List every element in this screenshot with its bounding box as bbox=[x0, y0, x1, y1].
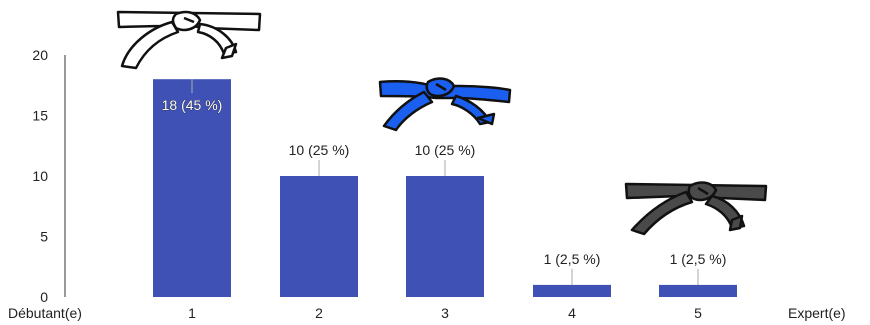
x-tick-label: 3 bbox=[441, 305, 449, 321]
y-tick-label: 15 bbox=[32, 108, 48, 124]
data-labels: 18 (45 %) 10 (25 %) 10 (25 %) 1 (2,5 %) 1 (2… bbox=[161, 79, 727, 285]
y-tick-label: 10 bbox=[32, 168, 48, 184]
y-tick-label: 0 bbox=[40, 289, 48, 305]
black-belt-icon bbox=[624, 181, 768, 236]
x-tick-label: 2 bbox=[315, 305, 323, 321]
data-label: 10 (25 %) bbox=[289, 142, 350, 158]
bar bbox=[406, 176, 484, 297]
bar bbox=[659, 284, 737, 297]
x-end-label: Expert(e) bbox=[788, 305, 846, 321]
bar bbox=[533, 284, 611, 297]
x-tick-label: 4 bbox=[568, 305, 576, 321]
data-label: 1 (2,5 %) bbox=[544, 251, 601, 267]
x-start-label: Débutant(e) bbox=[8, 305, 82, 321]
data-label: 1 (2,5 %) bbox=[670, 251, 727, 267]
y-tick-label: 5 bbox=[40, 229, 48, 245]
x-tick-label: 1 bbox=[188, 305, 196, 321]
blue-belt-icon bbox=[378, 77, 512, 132]
data-label: 18 (45 %) bbox=[162, 97, 223, 113]
bar bbox=[280, 176, 358, 297]
x-axis: Débutant(e) Expert(e) 1 2 3 4 5 bbox=[8, 305, 846, 321]
bar bbox=[153, 79, 231, 297]
data-label: 10 (25 %) bbox=[415, 142, 476, 158]
x-tick-label: 5 bbox=[694, 305, 702, 321]
white-belt-icon bbox=[116, 10, 262, 70]
y-axis: 0 5 10 15 20 bbox=[32, 47, 66, 305]
y-tick-label: 20 bbox=[32, 47, 48, 63]
bars bbox=[153, 79, 737, 297]
